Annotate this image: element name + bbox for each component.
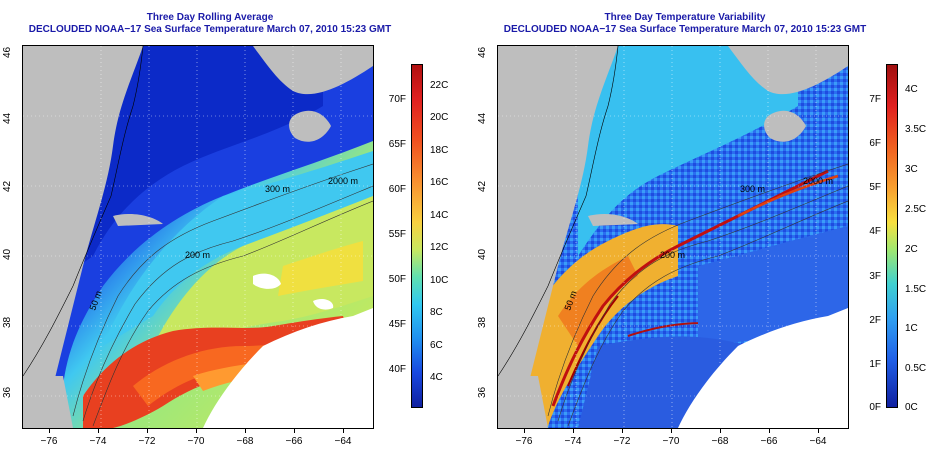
sst-average-panel: Three Day Rolling Average DECLOUDED NOAA…: [2, 12, 449, 447]
cb-c-6: 6C: [430, 340, 443, 351]
cb-f-70: 70F: [388, 94, 406, 105]
y-tick-38: 38: [2, 316, 13, 328]
contour-label-200m: 200 m: [660, 250, 685, 260]
y-tick-36: 36: [2, 386, 13, 398]
temperature-colorbar: [411, 64, 423, 408]
cb-f-65: 65F: [388, 139, 406, 150]
cb-c-18: 18C: [430, 145, 449, 156]
cb-f-0: 0F: [869, 402, 881, 413]
sst-variability-map: 2000 m 300 m 200 m 50 m: [497, 45, 849, 429]
cb-c-10: 10C: [430, 275, 449, 286]
y-tick-44: 44: [2, 112, 13, 124]
cb-f-60: 60F: [388, 184, 406, 195]
cb-f-7: 7F: [869, 94, 881, 105]
cb-c-1.5: 1.5C: [905, 284, 927, 295]
cb-c-3: 3C: [905, 164, 918, 175]
contour-label-2000m: 2000 m: [803, 176, 833, 186]
y-tick-36: 36: [477, 386, 488, 398]
y-tick-46: 46: [2, 46, 13, 58]
sst-average-map: 2000 m 300 m 200 m 50 m: [22, 45, 374, 429]
cb-c-4: 4C: [430, 372, 443, 383]
cb-c-22: 22C: [430, 80, 449, 91]
contour-label-200m: 200 m: [185, 250, 210, 260]
x-tick-66: −66: [285, 436, 303, 447]
x-tick-72: −72: [613, 436, 631, 447]
contour-label-300m: 300 m: [265, 184, 290, 194]
cb-f-5: 5F: [869, 182, 881, 193]
x-tick-70: −70: [662, 436, 680, 447]
panel-subtitle: DECLOUDED NOAA−17 Sea Surface Temperatur…: [503, 24, 867, 35]
cb-f-45: 45F: [388, 319, 406, 330]
cb-f-3: 3F: [869, 271, 881, 282]
x-tick-76: −76: [40, 436, 58, 447]
y-tick-42: 42: [2, 180, 13, 192]
cb-c-16: 16C: [430, 177, 449, 188]
x-tick-66: −66: [760, 436, 778, 447]
cb-c-0: 0C: [905, 402, 918, 413]
y-tick-40: 40: [477, 248, 488, 260]
x-tick-68: −68: [236, 436, 254, 447]
sst-variability-panel: Three Day Temperature Variability DECLOU…: [475, 0, 950, 475]
cb-f-55: 55F: [388, 229, 406, 240]
sst-variability-map-graphic: 2000 m 300 m 200 m 50 m: [498, 46, 848, 428]
panel-title: Three Day Rolling Average: [146, 12, 274, 23]
x-tick-74: −74: [564, 436, 582, 447]
contour-label-2000m: 2000 m: [328, 176, 358, 186]
cb-f-6: 6F: [869, 138, 881, 149]
cb-f-2: 2F: [869, 315, 881, 326]
contour-label-300m: 300 m: [740, 184, 765, 194]
panel-title: Three Day Temperature Variability: [604, 12, 766, 23]
cb-c-20: 20C: [430, 112, 449, 123]
x-tick-68: −68: [711, 436, 729, 447]
cb-c-8: 8C: [430, 307, 443, 318]
cb-f-4: 4F: [869, 226, 881, 237]
x-tick-64: −64: [334, 436, 352, 447]
x-tick-76: −76: [515, 436, 533, 447]
cb-f-1: 1F: [869, 359, 881, 370]
cb-c-12: 12C: [430, 242, 449, 253]
cb-c-1: 1C: [905, 323, 918, 334]
y-tick-46: 46: [477, 46, 488, 58]
cb-c-2.5: 2.5C: [905, 204, 927, 215]
cb-c-14: 14C: [430, 210, 449, 221]
y-tick-38: 38: [477, 316, 488, 328]
cb-c-4: 4C: [905, 84, 918, 95]
y-tick-40: 40: [2, 248, 13, 260]
sst-average-map-graphic: 2000 m 300 m 200 m 50 m: [23, 46, 373, 428]
x-tick-64: −64: [809, 436, 827, 447]
cb-c-2: 2C: [905, 244, 918, 255]
cb-c-3.5: 3.5C: [905, 124, 927, 135]
cb-f-50: 50F: [388, 274, 406, 285]
cb-c-0.5: 0.5C: [905, 363, 927, 374]
variability-colorbar: [886, 64, 898, 408]
cb-f-40: 40F: [388, 364, 406, 375]
y-tick-44: 44: [477, 112, 488, 124]
x-tick-74: −74: [89, 436, 107, 447]
panel-subtitle: DECLOUDED NOAA−17 Sea Surface Temperatur…: [28, 24, 392, 35]
x-tick-72: −72: [138, 436, 156, 447]
x-tick-70: −70: [187, 436, 205, 447]
y-tick-42: 42: [477, 180, 488, 192]
